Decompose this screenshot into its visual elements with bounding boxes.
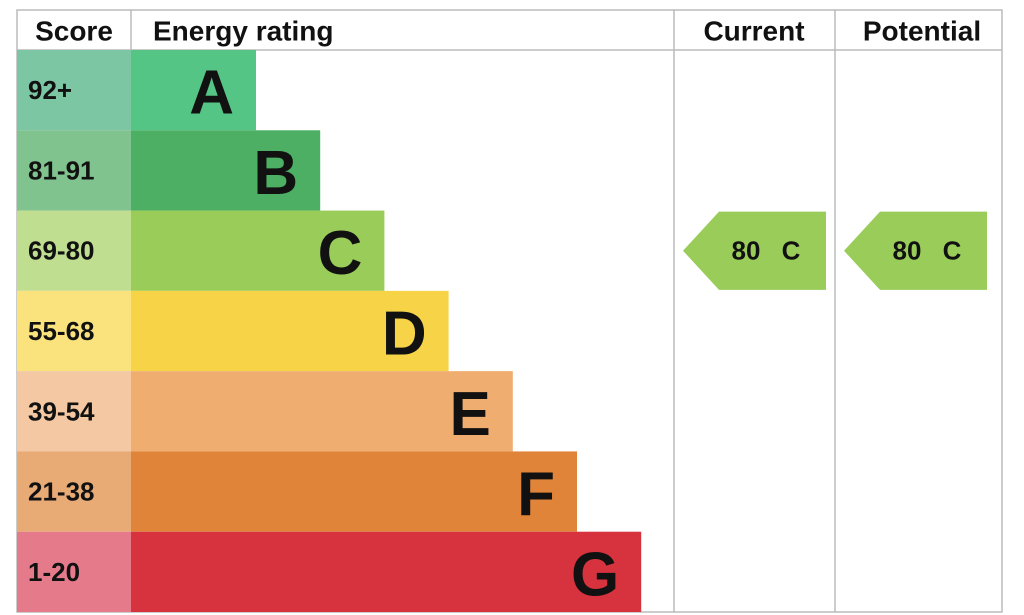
rating-letter: F bbox=[517, 460, 555, 529]
potential-value: 80 bbox=[893, 236, 922, 266]
score-cell bbox=[17, 130, 131, 211]
score-label: 81-91 bbox=[28, 155, 95, 185]
potential-arrow bbox=[844, 211, 987, 290]
header-energy-rating: Energy rating bbox=[153, 16, 333, 47]
rating-bar bbox=[131, 531, 642, 612]
score-cell bbox=[17, 210, 131, 291]
current-rating: C bbox=[782, 236, 801, 266]
score-cell bbox=[17, 371, 131, 452]
score-cell bbox=[17, 531, 131, 612]
score-label: 21-38 bbox=[28, 477, 95, 507]
bands: 92+ A 81-91 B 69-80 C 55-68 D 39-54 E 21-38 F 1-20 G bbox=[17, 50, 642, 612]
score-cell bbox=[17, 290, 131, 372]
score-label: 1-20 bbox=[28, 557, 80, 587]
rating-letter: E bbox=[449, 380, 490, 449]
current-arrow bbox=[683, 211, 826, 290]
score-label: 39-54 bbox=[28, 396, 95, 426]
header-score: Score bbox=[35, 16, 113, 47]
rating-bar bbox=[131, 50, 256, 131]
rating-letter: C bbox=[318, 219, 363, 288]
score-label: 55-68 bbox=[28, 316, 95, 346]
arrows: 80 C 80 C bbox=[683, 211, 987, 290]
score-label: 69-80 bbox=[28, 236, 95, 266]
potential-rating: C bbox=[943, 236, 962, 266]
rating-letter: A bbox=[189, 59, 234, 128]
rating-letter: B bbox=[253, 139, 298, 208]
rating-bar bbox=[131, 451, 577, 532]
rating-letter: G bbox=[571, 540, 619, 609]
rating-bar bbox=[131, 210, 385, 291]
current-value: 80 bbox=[732, 236, 761, 266]
score-cell bbox=[17, 451, 131, 532]
rating-letter: D bbox=[382, 300, 427, 369]
rating-bar bbox=[131, 371, 513, 452]
rating-bar bbox=[131, 290, 449, 372]
score-cell bbox=[17, 50, 131, 131]
header-current: Current bbox=[703, 16, 804, 47]
score-label: 92+ bbox=[28, 75, 72, 105]
header-potential: Potential bbox=[863, 16, 981, 47]
rating-bar bbox=[131, 130, 321, 211]
